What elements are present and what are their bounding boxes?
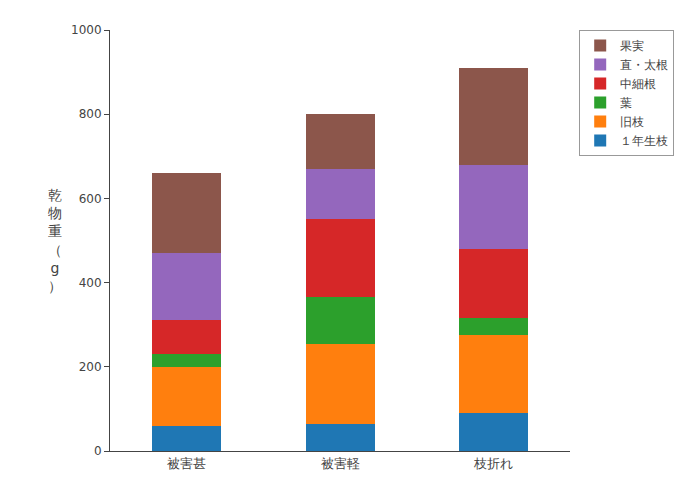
svg-text:葉: 葉 [620,96,632,110]
svg-text:中細根: 中細根 [620,77,656,91]
svg-text:0: 0 [94,444,102,458]
svg-text:800: 800 [79,107,102,121]
svg-text:400: 400 [79,276,102,290]
svg-text:200: 200 [79,360,102,374]
svg-text:直・太根: 直・太根 [620,58,668,72]
svg-text:600: 600 [79,192,102,206]
svg-text:旧枝: 旧枝 [620,115,644,129]
svg-text:乾物重（g）: 乾物重（g） [48,187,62,294]
svg-text:被害甚: 被害甚 [167,456,206,471]
svg-text:果実: 果実 [620,39,644,53]
svg-text:１年生枝: １年生枝 [620,134,668,148]
svg-text:被害軽: 被害軽 [321,456,360,471]
svg-text:枝折れ: 枝折れ [473,456,513,471]
svg-text:1000: 1000 [71,23,102,37]
